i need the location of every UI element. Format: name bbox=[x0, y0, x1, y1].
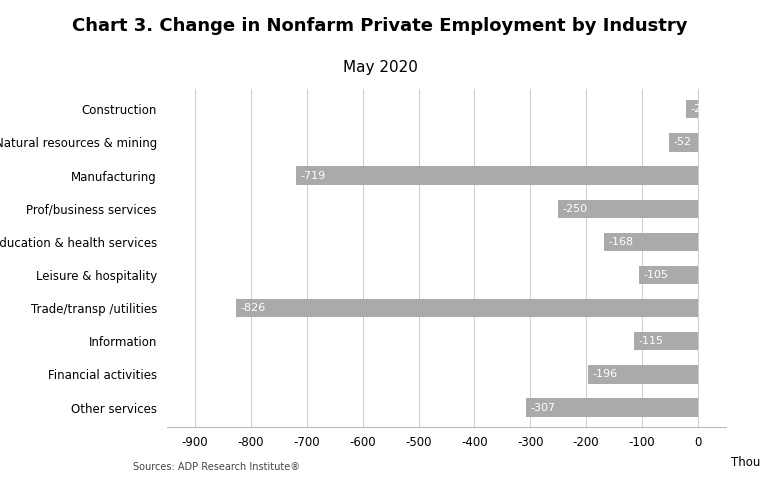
Text: -196: -196 bbox=[593, 369, 618, 380]
Text: Chart 3. Change in Nonfarm Private Employment by Industry: Chart 3. Change in Nonfarm Private Emplo… bbox=[72, 17, 688, 35]
Bar bbox=[588, 365, 698, 384]
Text: -307: -307 bbox=[530, 402, 556, 412]
Bar bbox=[686, 100, 698, 118]
Text: -105: -105 bbox=[644, 270, 669, 280]
Bar bbox=[558, 199, 698, 218]
Text: -115: -115 bbox=[638, 336, 663, 346]
Text: -22: -22 bbox=[690, 104, 708, 114]
Bar bbox=[669, 133, 698, 152]
Text: -826: -826 bbox=[241, 303, 266, 313]
Text: -250: -250 bbox=[562, 204, 587, 213]
Text: -168: -168 bbox=[609, 237, 634, 247]
Text: -52: -52 bbox=[673, 137, 692, 147]
Bar bbox=[604, 233, 698, 251]
Text: -719: -719 bbox=[301, 170, 326, 181]
Text: Sources: ADP Research Institute®: Sources: ADP Research Institute® bbox=[133, 462, 300, 472]
Bar bbox=[527, 398, 698, 417]
Bar bbox=[296, 167, 698, 185]
Text: Thousands: Thousands bbox=[731, 456, 760, 469]
Bar bbox=[634, 332, 698, 350]
Text: May 2020: May 2020 bbox=[343, 60, 417, 75]
Bar bbox=[639, 266, 698, 284]
Bar bbox=[236, 299, 698, 317]
